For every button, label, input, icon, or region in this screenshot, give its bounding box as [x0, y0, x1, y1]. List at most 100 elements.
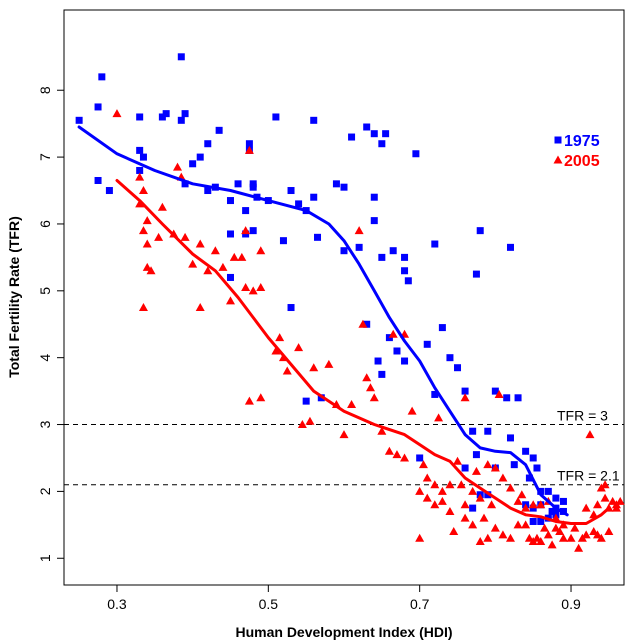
point-2005-34 [275, 333, 285, 342]
legend: 1975 2005 [553, 133, 600, 170]
point-2005-101 [593, 500, 603, 509]
point-2005-67 [456, 480, 466, 489]
y-tick-label-4: 5 [37, 287, 53, 295]
point-1975-45 [340, 247, 348, 255]
point-2005-66 [453, 456, 463, 465]
reference-lines: TFR = 3 TFR = 2.1 [64, 408, 624, 486]
point-2005-17 [195, 303, 205, 312]
point-1975-66 [416, 454, 424, 462]
point-1975-46 [348, 133, 356, 141]
point-1975-51 [378, 140, 386, 148]
point-2005-64 [445, 506, 455, 515]
point-2005-109 [581, 503, 591, 512]
point-1975-94 [544, 487, 552, 495]
point-1975-71 [446, 354, 454, 362]
point-2005-118 [558, 520, 568, 529]
x-tick-label-0: 0.3 [107, 596, 127, 612]
point-2005-60 [422, 473, 432, 482]
point-2005-29 [244, 145, 254, 154]
point-2005-88 [540, 523, 550, 532]
point-2005-84 [524, 533, 534, 542]
trend-line-2005 [115, 179, 611, 525]
x-axis-title: Human Development Index (HDI) [235, 624, 452, 640]
point-1975-40 [310, 193, 318, 201]
point-1975-65 [401, 357, 409, 365]
point-2005-7 [142, 262, 152, 271]
point-2005-71 [471, 466, 481, 475]
point-2005-58 [415, 533, 425, 542]
point-1975-73 [461, 387, 469, 395]
point-2005-22 [225, 296, 235, 305]
point-2005-21 [218, 262, 228, 271]
point-2005-79 [498, 530, 508, 539]
point-1975-70 [431, 390, 439, 398]
legend-label-1975: 1975 [564, 133, 600, 150]
point-1975-62 [404, 277, 412, 285]
point-1975-10 [162, 110, 170, 118]
point-1975-104 [461, 464, 469, 472]
point-1975-105 [469, 504, 477, 512]
point-1975-95 [552, 494, 560, 502]
point-1975-89 [533, 464, 541, 472]
point-2005-91 [551, 523, 561, 532]
point-1975-22 [226, 230, 234, 238]
y-axis: 1 2 3 4 5 6 7 8 [37, 86, 64, 562]
point-1975-68 [431, 240, 439, 248]
point-2005-31 [244, 396, 254, 405]
point-1975-48 [363, 123, 371, 131]
y-axis-title: Total Fertility Rate (TFR) [6, 216, 22, 378]
point-1975-15 [189, 160, 197, 168]
point-2005-96 [574, 543, 584, 552]
point-1975-77 [472, 270, 480, 278]
point-1975-14 [181, 180, 189, 188]
point-2005-93 [558, 533, 568, 542]
point-2005-49 [369, 393, 379, 402]
point-2005-86 [532, 533, 542, 542]
point-1975-92 [537, 517, 545, 525]
point-2005-78 [494, 389, 504, 398]
point-1975-57 [378, 370, 386, 378]
point-1975-81 [506, 243, 514, 251]
point-1975-99 [559, 497, 567, 505]
y-tick-label-7: 8 [37, 86, 53, 94]
y-tick-label-0: 1 [37, 554, 53, 562]
point-2005-129 [437, 496, 447, 505]
point-1975-55 [363, 320, 371, 328]
point-2005-121 [513, 496, 523, 505]
point-2005-26 [241, 282, 251, 291]
point-2005-10 [157, 202, 167, 211]
point-2005-47 [362, 373, 372, 382]
point-2005-120 [521, 503, 531, 512]
point-2005-2 [142, 216, 152, 225]
plot-frame [63, 9, 625, 586]
y-tick-label-6: 7 [37, 153, 53, 161]
point-2005-92 [555, 527, 565, 536]
point-1975-35 [279, 237, 287, 245]
point-2005-125 [483, 460, 493, 469]
point-1975-9 [177, 53, 185, 61]
point-2005-33 [271, 346, 281, 355]
point-2005-90 [547, 540, 557, 549]
point-2005-46 [358, 319, 368, 328]
point-1975-44 [340, 183, 348, 191]
y-tick-label-5: 6 [37, 220, 53, 228]
legend-label-2005: 2005 [564, 153, 600, 170]
point-2005-39 [305, 416, 315, 425]
point-2005-3 [135, 172, 145, 181]
point-1975-53 [370, 217, 378, 225]
point-2005-43 [339, 430, 349, 439]
point-1975-64 [393, 347, 401, 355]
point-2005-68 [460, 500, 470, 509]
point-1975-87 [529, 517, 537, 525]
point-2005-20 [210, 246, 220, 255]
point-1975-5 [136, 113, 144, 121]
point-2005-8 [146, 266, 156, 275]
point-1975-20 [204, 187, 212, 195]
legend-marker-1975 [554, 136, 562, 144]
point-1975-3 [94, 176, 102, 184]
point-2005-100 [589, 527, 599, 536]
point-2005-50 [377, 426, 387, 435]
point-2005-89 [543, 530, 553, 539]
point-1975-26 [245, 140, 253, 148]
point-1975-31 [249, 227, 257, 235]
